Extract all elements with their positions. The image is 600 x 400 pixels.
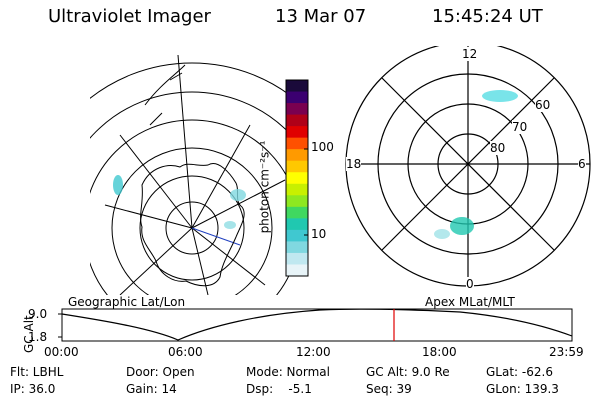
mlat-label-70: 70 bbox=[512, 120, 528, 134]
colorbar-segment bbox=[286, 195, 308, 208]
orbit-xtick: 12:00 bbox=[296, 345, 331, 359]
ip-value: IP: 36.0 bbox=[10, 382, 56, 396]
colorbar-segment bbox=[286, 172, 308, 185]
orbit-ytick-high: 9.0 bbox=[28, 307, 48, 321]
colorbar-segment bbox=[286, 252, 308, 265]
colorbar-segment bbox=[286, 80, 308, 93]
aurora-patch bbox=[224, 221, 236, 229]
colorbar-segment bbox=[286, 91, 308, 104]
mlt-label-12: 12 bbox=[462, 47, 478, 61]
mlt-line-diag bbox=[381, 77, 555, 251]
colorbar-segment bbox=[286, 103, 308, 116]
seq-value: Seq: 39 bbox=[366, 382, 412, 396]
flt-value: Flt: LBHL bbox=[10, 365, 64, 379]
mlt-label-6: 6 bbox=[578, 157, 586, 171]
colorbar-unit-label: photon cm⁻²s⁻¹ bbox=[257, 140, 272, 234]
colorbar bbox=[285, 79, 309, 277]
colorbar-tick-10: 10 bbox=[311, 227, 327, 241]
meridian-line bbox=[119, 134, 193, 229]
colorbar-segment bbox=[286, 218, 308, 231]
geographic-label: Geographic Lat/Lon bbox=[68, 295, 186, 309]
orbit-altitude-plot bbox=[58, 308, 573, 342]
colorbar-segment bbox=[286, 241, 308, 254]
header-date: 13 Mar 07 bbox=[275, 6, 367, 27]
orbit-ytick-low: 1.8 bbox=[28, 330, 48, 344]
colorbar-segment bbox=[286, 264, 308, 277]
mlt-label-0: 0 bbox=[466, 277, 474, 291]
lat-circle bbox=[90, 91, 290, 139]
orbit-xtick: 00:00 bbox=[44, 345, 79, 359]
colorbar-segment bbox=[286, 206, 308, 219]
mlt-label: Apex MLat/MLT bbox=[425, 295, 515, 309]
meridian-line bbox=[104, 204, 193, 229]
colorbar-segment bbox=[286, 149, 308, 162]
mode-value: Mode: Normal bbox=[246, 365, 330, 379]
colorbar-segment bbox=[286, 183, 308, 196]
colorbar-segment bbox=[286, 114, 308, 127]
aurora-patch bbox=[450, 217, 474, 235]
orbit-xtick: 23:59 bbox=[549, 345, 584, 359]
coastline-north bbox=[144, 64, 186, 126]
colorbar-segment bbox=[286, 229, 308, 242]
aurora-patch bbox=[434, 229, 450, 239]
colorbar-segment bbox=[286, 126, 308, 139]
gain-value: Gain: 14 bbox=[126, 382, 177, 396]
meridian-line bbox=[191, 124, 251, 229]
lat-circle bbox=[139, 175, 245, 281]
orbit-xtick: 18:00 bbox=[422, 345, 457, 359]
meridian-line bbox=[191, 227, 266, 286]
meridian-line bbox=[177, 55, 193, 229]
lat-circle bbox=[165, 201, 219, 255]
geographic-map bbox=[90, 55, 290, 295]
orbit-xtick: 06:00 bbox=[168, 345, 203, 359]
app-title: Ultraviolet Imager bbox=[48, 6, 211, 27]
colorbar-segment bbox=[286, 137, 308, 150]
colorbar-segment bbox=[286, 160, 308, 173]
mlat-label-60: 60 bbox=[535, 98, 551, 112]
gc-alt-value: GC Alt: 9.0 Re bbox=[366, 365, 450, 379]
meridian-line bbox=[191, 179, 286, 229]
mlt-polar-plot bbox=[345, 46, 591, 287]
mlt-label-18: 18 bbox=[346, 157, 362, 171]
lat-circle bbox=[111, 147, 273, 295]
mlat-label-80: 80 bbox=[490, 141, 506, 155]
glon-value: GLon: 139.3 bbox=[486, 382, 559, 396]
lat-circle bbox=[90, 119, 290, 295]
meridian-line bbox=[191, 227, 209, 295]
lat-circle bbox=[90, 62, 290, 99]
door-value: Door: Open bbox=[126, 365, 195, 379]
header-time: 15:45:24 UT bbox=[432, 6, 543, 27]
direction-line bbox=[191, 227, 241, 246]
aurora-patch bbox=[230, 189, 246, 201]
aurora-patch bbox=[113, 175, 123, 195]
glat-value: GLat: -62.6 bbox=[486, 365, 553, 379]
coastline bbox=[140, 163, 245, 287]
aurora-patch bbox=[482, 90, 518, 102]
colorbar-tick-100: 100 bbox=[311, 140, 334, 154]
altitude-curve bbox=[61, 308, 573, 341]
dsp-value: Dsp: -5.1 bbox=[246, 382, 312, 396]
